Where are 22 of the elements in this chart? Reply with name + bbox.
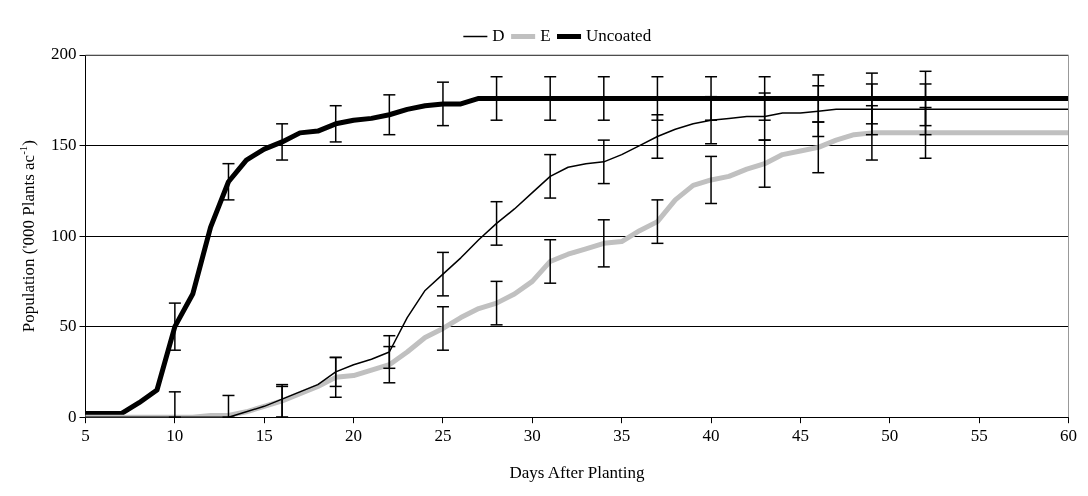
x-tick-label: 55 — [970, 425, 988, 445]
y-tick-label: 50 — [59, 316, 77, 336]
y-axis-title: Population ('000 Plants ac-1) — [16, 140, 39, 333]
x-tick-label: 20 — [345, 425, 363, 445]
legend-label: E — [540, 25, 551, 45]
x-tick-label: 40 — [702, 425, 720, 445]
x-tick-label: 45 — [791, 425, 809, 445]
x-tick-label: 50 — [881, 425, 899, 445]
x-tick-label: 35 — [613, 425, 631, 445]
legend-label: Uncoated — [586, 25, 652, 45]
x-tick-label: 25 — [434, 425, 452, 445]
y-tick-label: 200 — [51, 44, 77, 64]
legend-label: D — [492, 25, 505, 45]
x-tick-label: 5 — [81, 425, 90, 445]
x-tick-label: 15 — [255, 425, 273, 445]
x-axis-title: Days After Planting — [509, 463, 646, 483]
y-tick-label: 150 — [51, 135, 77, 155]
y-tick-label: 0 — [68, 406, 77, 426]
y-tick-label: 100 — [51, 225, 77, 245]
x-tick-label: 10 — [166, 425, 184, 445]
x-tick-label: 60 — [1060, 425, 1077, 445]
x-tick-label: 30 — [523, 425, 541, 445]
